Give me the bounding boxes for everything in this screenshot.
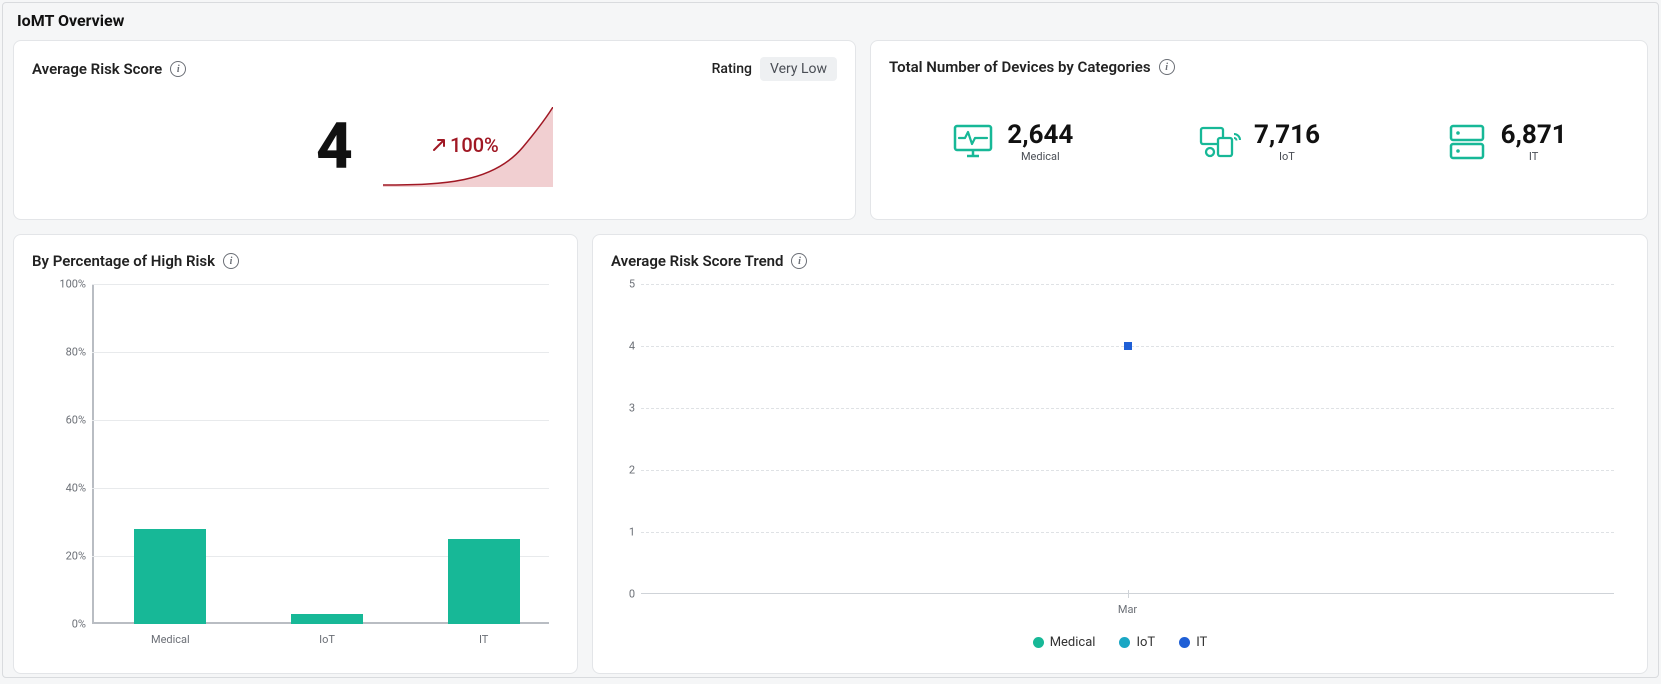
- trend-sparkline: 100%: [383, 107, 553, 187]
- bar-medical[interactable]: [134, 529, 206, 624]
- iot-devices-icon: [1198, 122, 1242, 162]
- card-devices-by-category: Total Number of Devices by Categories i …: [870, 40, 1648, 220]
- line-chart: 012345Mar Medical IoT IT: [611, 284, 1629, 654]
- legend-dot: [1119, 637, 1130, 648]
- legend-label: Medical: [1050, 635, 1096, 650]
- info-icon[interactable]: i: [1159, 59, 1175, 75]
- server-icon: [1445, 122, 1489, 162]
- y-tick-label: 2: [621, 464, 635, 477]
- line-plot: 012345Mar: [641, 284, 1614, 594]
- trend-percent-text: 100%: [450, 133, 499, 157]
- bar-chart: 0%20%40%60%80%100%MedicalIoTIT: [32, 284, 559, 654]
- device-label: IoT: [1279, 150, 1295, 163]
- y-tick-label: 40%: [52, 482, 86, 495]
- legend-dot: [1179, 637, 1190, 648]
- arrow-up-right-icon: [431, 137, 447, 153]
- device-count: 7,716: [1254, 122, 1320, 148]
- bar-plot: 0%20%40%60%80%100%MedicalIoTIT: [92, 284, 549, 624]
- x-tick-mark: [1128, 590, 1129, 598]
- y-tick-label: 5: [621, 278, 635, 291]
- info-icon[interactable]: i: [223, 253, 239, 269]
- legend: Medical IoT IT: [611, 635, 1629, 650]
- card-title-text: Average Risk Score Trend: [611, 252, 783, 270]
- info-icon[interactable]: i: [170, 61, 186, 77]
- legend-item-it[interactable]: IT: [1179, 635, 1207, 650]
- rating-badge: Very Low: [760, 57, 837, 81]
- legend-label: IT: [1196, 635, 1207, 650]
- card-risk-trend-line-chart: Average Risk Score Trend i 012345Mar Med…: [592, 234, 1648, 674]
- grid-line: [641, 532, 1614, 533]
- legend-label: IoT: [1136, 635, 1155, 650]
- y-tick-label: 80%: [52, 346, 86, 359]
- grid-line: [92, 352, 549, 353]
- bar-iot[interactable]: [291, 614, 363, 624]
- x-tick-label: Medical: [151, 633, 190, 646]
- info-icon[interactable]: i: [791, 253, 807, 269]
- avg-risk-body: 4 100%: [32, 87, 837, 207]
- bar-it[interactable]: [448, 539, 520, 624]
- y-tick-label: 1: [621, 526, 635, 539]
- legend-item-medical[interactable]: Medical: [1033, 635, 1096, 650]
- devices-body: 2,644 Medical 7,716 IoT: [889, 82, 1629, 202]
- x-tick-label: Mar: [1118, 603, 1137, 616]
- grid-line: [92, 488, 549, 489]
- row-top: Average Risk Score i Rating Very Low 4: [13, 40, 1648, 220]
- y-tick-label: 4: [621, 340, 635, 353]
- card-header: Average Risk Score i Rating Very Low: [32, 57, 837, 81]
- legend-item-iot[interactable]: IoT: [1119, 635, 1155, 650]
- y-tick-label: 0: [621, 588, 635, 601]
- card-average-risk-score: Average Risk Score i Rating Very Low 4: [13, 40, 856, 220]
- grid-line: [641, 470, 1614, 471]
- card-title-bar: By Percentage of High Risk i: [32, 252, 239, 270]
- y-tick-label: 3: [621, 402, 635, 415]
- rating-label: Rating: [712, 61, 752, 77]
- y-tick-label: 60%: [52, 414, 86, 427]
- grid-line: [92, 420, 549, 421]
- device-text: 7,716 IoT: [1254, 122, 1320, 163]
- grid-line: [92, 284, 549, 285]
- grid-line: [641, 284, 1614, 285]
- device-label: Medical: [1021, 150, 1060, 163]
- y-tick-label: 100%: [52, 278, 86, 291]
- card-high-risk-bar-chart: By Percentage of High Risk i 0%20%40%60%…: [13, 234, 578, 674]
- row-bottom: By Percentage of High Risk i 0%20%40%60%…: [13, 234, 1648, 674]
- bar-y-axis: [92, 284, 94, 624]
- card-title-avg-risk: Average Risk Score i: [32, 60, 186, 78]
- device-label: IT: [1529, 150, 1538, 163]
- card-title-devices: Total Number of Devices by Categories i: [889, 58, 1175, 76]
- grid-line: [641, 408, 1614, 409]
- card-title-text: Average Risk Score: [32, 60, 162, 78]
- device-text: 6,871 IT: [1501, 122, 1567, 163]
- x-tick-label: IoT: [319, 633, 335, 646]
- y-tick-label: 0%: [52, 618, 86, 631]
- device-stat-medical[interactable]: 2,644 Medical: [951, 122, 1073, 163]
- device-text: 2,644 Medical: [1007, 122, 1073, 163]
- monitor-heartbeat-icon: [951, 122, 995, 162]
- device-stat-iot[interactable]: 7,716 IoT: [1198, 122, 1320, 163]
- card-title-line: Average Risk Score Trend i: [611, 252, 807, 270]
- iomt-overview-panel: IoMT Overview Average Risk Score i Ratin…: [2, 2, 1659, 678]
- y-tick-label: 20%: [52, 550, 86, 563]
- rating: Rating Very Low: [712, 57, 837, 81]
- data-point-it[interactable]: [1124, 342, 1132, 350]
- device-count: 6,871: [1501, 122, 1567, 148]
- device-count: 2,644: [1007, 122, 1073, 148]
- avg-risk-score: 4: [316, 115, 353, 179]
- x-tick-label: IT: [479, 633, 488, 646]
- card-title-text: By Percentage of High Risk: [32, 252, 215, 270]
- device-stat-it[interactable]: 6,871 IT: [1445, 122, 1567, 163]
- trend-percent: 100%: [431, 133, 499, 157]
- page-title: IoMT Overview: [17, 11, 1648, 30]
- legend-dot: [1033, 637, 1044, 648]
- card-title-text: Total Number of Devices by Categories: [889, 58, 1151, 76]
